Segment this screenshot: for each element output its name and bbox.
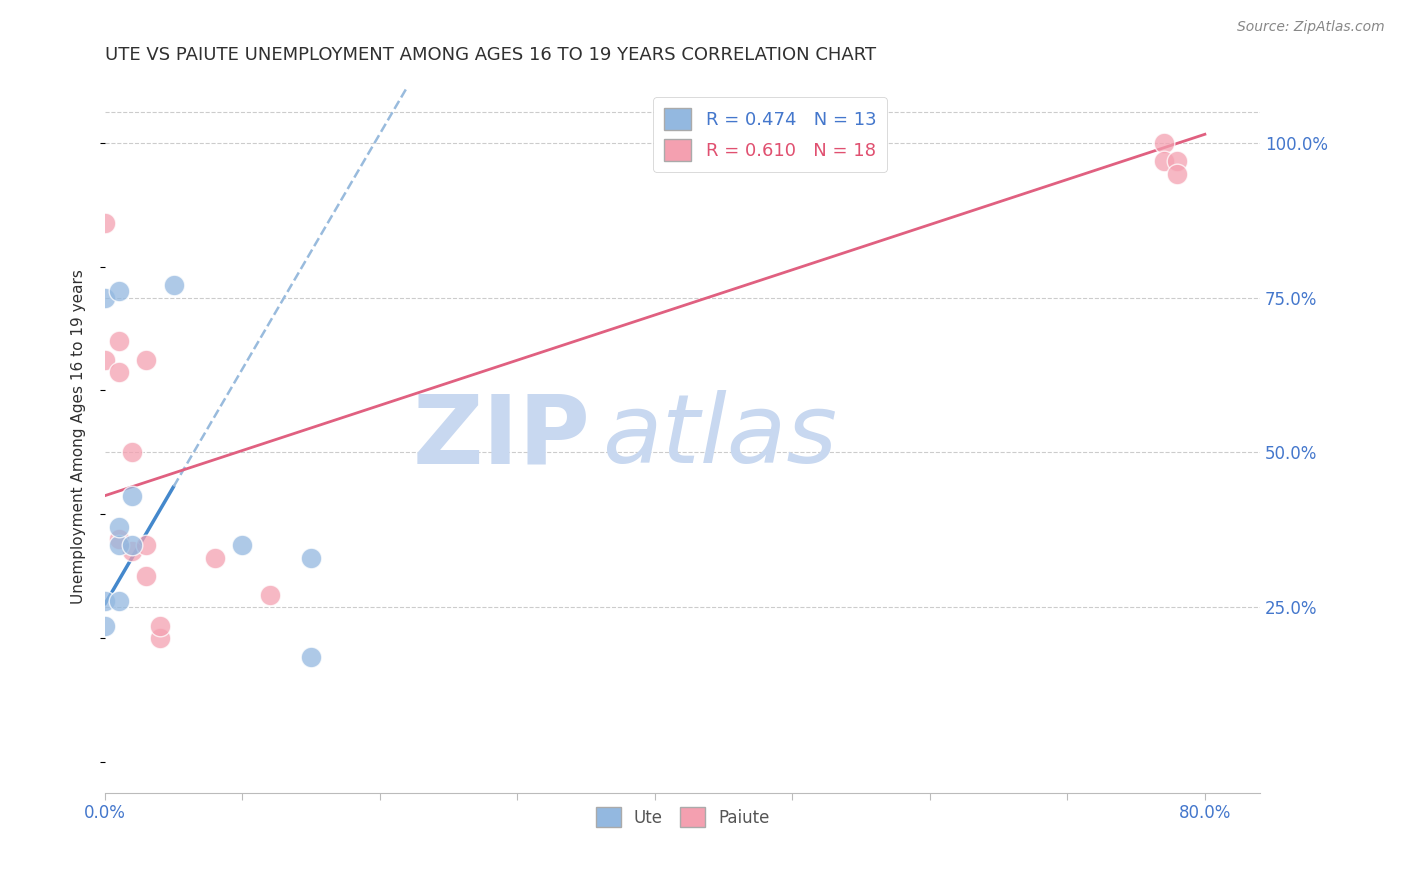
Point	[135, 538, 157, 552]
Point	[107, 532, 129, 546]
Point	[121, 544, 143, 558]
Point	[149, 631, 172, 645]
Point	[299, 550, 322, 565]
Point	[163, 278, 186, 293]
Text: Source: ZipAtlas.com: Source: ZipAtlas.com	[1237, 20, 1385, 34]
Point	[149, 618, 172, 632]
Point	[94, 216, 117, 230]
Point	[1166, 167, 1188, 181]
Point	[94, 594, 117, 608]
Point	[1153, 136, 1175, 150]
Point	[204, 550, 226, 565]
Point	[259, 588, 281, 602]
Point	[107, 285, 129, 299]
Point	[107, 594, 129, 608]
Point	[107, 334, 129, 348]
Point	[231, 538, 253, 552]
Point	[1153, 154, 1175, 169]
Point	[1166, 154, 1188, 169]
Legend: Ute, Paiute: Ute, Paiute	[589, 800, 776, 834]
Text: ZIP: ZIP	[412, 391, 591, 483]
Point	[135, 352, 157, 367]
Y-axis label: Unemployment Among Ages 16 to 19 years: Unemployment Among Ages 16 to 19 years	[72, 269, 86, 604]
Point	[135, 569, 157, 583]
Point	[107, 538, 129, 552]
Point	[121, 445, 143, 459]
Point	[121, 489, 143, 503]
Point	[94, 618, 117, 632]
Text: atlas: atlas	[602, 391, 837, 483]
Point	[94, 291, 117, 305]
Point	[299, 649, 322, 664]
Point	[94, 352, 117, 367]
Point	[121, 538, 143, 552]
Point	[107, 365, 129, 379]
Text: UTE VS PAIUTE UNEMPLOYMENT AMONG AGES 16 TO 19 YEARS CORRELATION CHART: UTE VS PAIUTE UNEMPLOYMENT AMONG AGES 16…	[105, 46, 876, 64]
Point	[107, 519, 129, 533]
